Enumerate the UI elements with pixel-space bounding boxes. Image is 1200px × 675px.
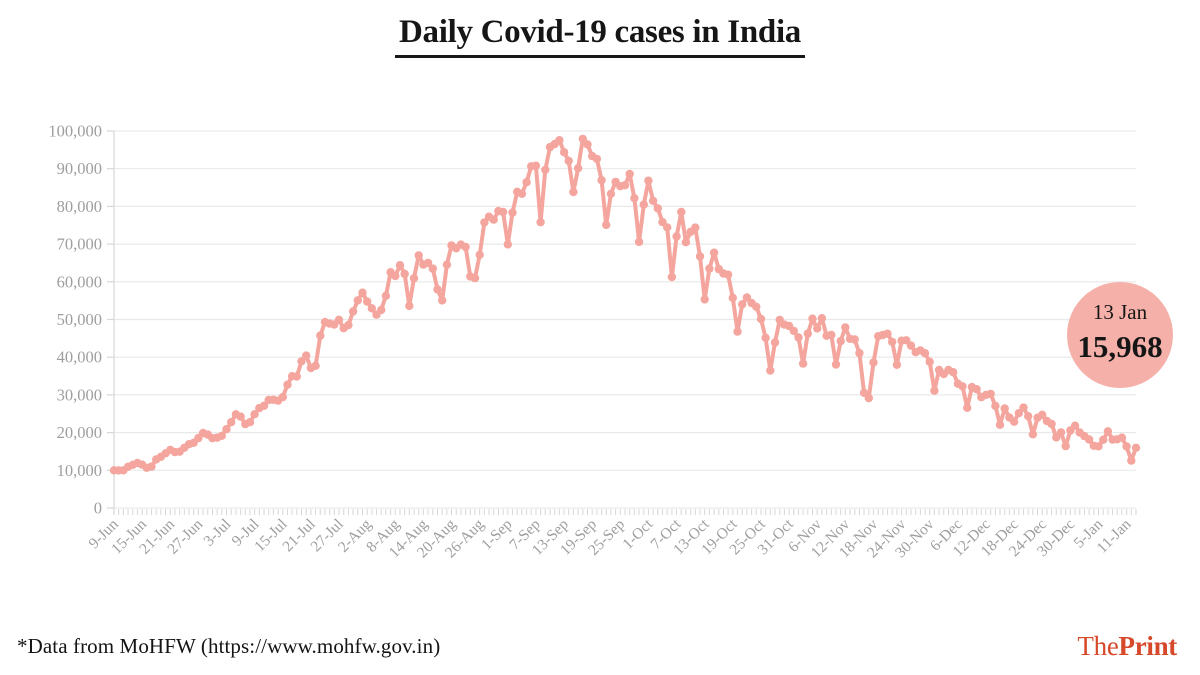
svg-text:100,000: 100,000	[48, 122, 102, 141]
svg-text:20,000: 20,000	[57, 423, 102, 442]
logo-the: The	[1077, 631, 1119, 661]
svg-text:3-Jul: 3-Jul	[200, 516, 234, 550]
svg-text:50,000: 50,000	[57, 310, 102, 329]
svg-text:80,000: 80,000	[57, 197, 102, 216]
svg-text:70,000: 70,000	[57, 235, 102, 254]
svg-text:40,000: 40,000	[57, 348, 102, 367]
annotation-circle	[1067, 282, 1173, 388]
theprint-logo: ThePrint	[1077, 631, 1177, 662]
plot-area: 0 10,000 20,000 30,000 40,000 50,000 60,000 70,…	[48, 122, 1141, 561]
svg-text:0: 0	[94, 499, 102, 518]
logo-print: Print	[1118, 631, 1178, 661]
svg-text:1-Oct: 1-Oct	[619, 515, 656, 552]
svg-text:10,000: 10,000	[57, 461, 102, 480]
svg-text:1-Sep: 1-Sep	[478, 516, 516, 554]
title-wrap: Daily Covid-19 cases in India	[0, 14, 1200, 58]
page-title: Daily Covid-19 cases in India	[394, 14, 806, 58]
svg-text:60,000: 60,000	[57, 272, 102, 291]
annotation-value: 15,968	[1077, 329, 1162, 364]
source-note: *Data from MoHFW (https://www.mohfw.gov.…	[17, 634, 441, 658]
svg-text:90,000: 90,000	[57, 159, 102, 178]
annotation-date: 13 Jan	[1093, 300, 1148, 324]
annotation-callout: 13 Jan 15,968	[1067, 282, 1173, 388]
svg-text:30,000: 30,000	[57, 385, 102, 404]
